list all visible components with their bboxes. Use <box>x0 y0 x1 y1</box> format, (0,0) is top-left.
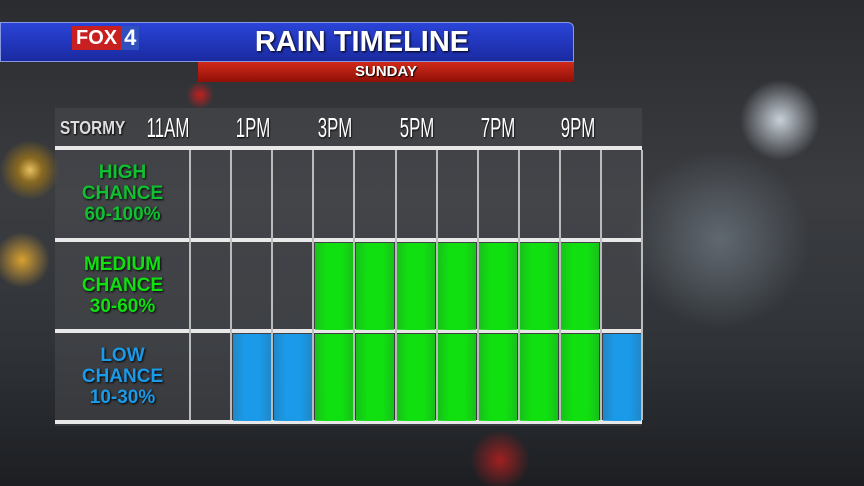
grid-line-horizontal <box>55 420 642 424</box>
tick-label: 3PM <box>317 112 353 143</box>
cell-low-10PM <box>602 334 641 421</box>
row-label-line: HIGH <box>98 162 147 183</box>
chart-title: RAIN TIMELINE <box>254 26 470 58</box>
cell-medium-8PM <box>520 243 559 330</box>
grid-line-vertical <box>353 150 356 420</box>
row-label-line: LOW <box>100 345 145 366</box>
grid-line-vertical <box>271 150 274 420</box>
row-label-line: 60-100% <box>84 204 161 225</box>
tick-label: 5PM <box>399 112 435 143</box>
grid-line-horizontal <box>55 146 642 150</box>
cell-low-4PM <box>355 334 394 421</box>
logo-number: 4 <box>121 26 140 50</box>
grid-line-horizontal <box>55 238 642 242</box>
row-label-low: LOW CHANCE 10-30% <box>55 345 190 408</box>
cell-medium-9PM <box>561 243 600 330</box>
chart-subtitle: SUNDAY <box>198 62 574 82</box>
row-label-line: 10-30% <box>89 387 156 408</box>
logo-fox: FOX <box>72 26 122 50</box>
cell-medium-6PM <box>438 243 477 330</box>
cell-low-8PM <box>520 334 559 421</box>
grid-line-vertical <box>312 150 315 420</box>
grid-line-vertical <box>230 150 233 420</box>
cell-low-3PM <box>314 334 353 421</box>
cell-low-5PM <box>397 334 435 421</box>
cell-low-6PM <box>438 334 477 421</box>
row-label-line: MEDIUM <box>83 254 162 275</box>
row-label-medium: MEDIUM CHANCE 30-60% <box>55 254 190 317</box>
cell-medium-5PM <box>397 243 435 330</box>
grid-line-vertical <box>476 150 479 420</box>
grid-line-vertical <box>517 150 520 420</box>
cell-medium-7PM <box>479 243 518 330</box>
row-label-line: CHANCE <box>81 183 164 204</box>
grid-line-vertical <box>641 150 644 420</box>
row-label-high: HIGH CHANCE 60-100% <box>55 162 190 225</box>
fox4-logo: FOX 4 <box>72 26 140 50</box>
grid-line-vertical <box>600 150 602 420</box>
tick-label: 9PM <box>560 112 596 143</box>
tick-label: 1PM <box>235 112 271 143</box>
cell-low-9PM <box>561 334 600 421</box>
row-label-line: CHANCE <box>81 275 164 296</box>
cell-low-7PM <box>479 334 518 421</box>
stormy-brand: STORMY <box>60 118 126 138</box>
cell-low-1PM <box>232 334 271 421</box>
grid-line-horizontal <box>55 329 642 333</box>
grid-line-vertical <box>558 150 561 420</box>
cell-low-2PM <box>273 334 312 421</box>
grid-line-vertical <box>394 150 397 420</box>
tick-label: 11AM <box>146 112 190 143</box>
cell-medium-3PM <box>314 243 353 330</box>
cell-medium-4PM <box>355 243 394 330</box>
grid-line-vertical <box>435 150 438 420</box>
row-label-line: 30-60% <box>89 296 156 317</box>
grid-line-vertical <box>189 150 191 420</box>
row-label-line: CHANCE <box>81 366 164 387</box>
tick-label: 7PM <box>480 112 516 143</box>
